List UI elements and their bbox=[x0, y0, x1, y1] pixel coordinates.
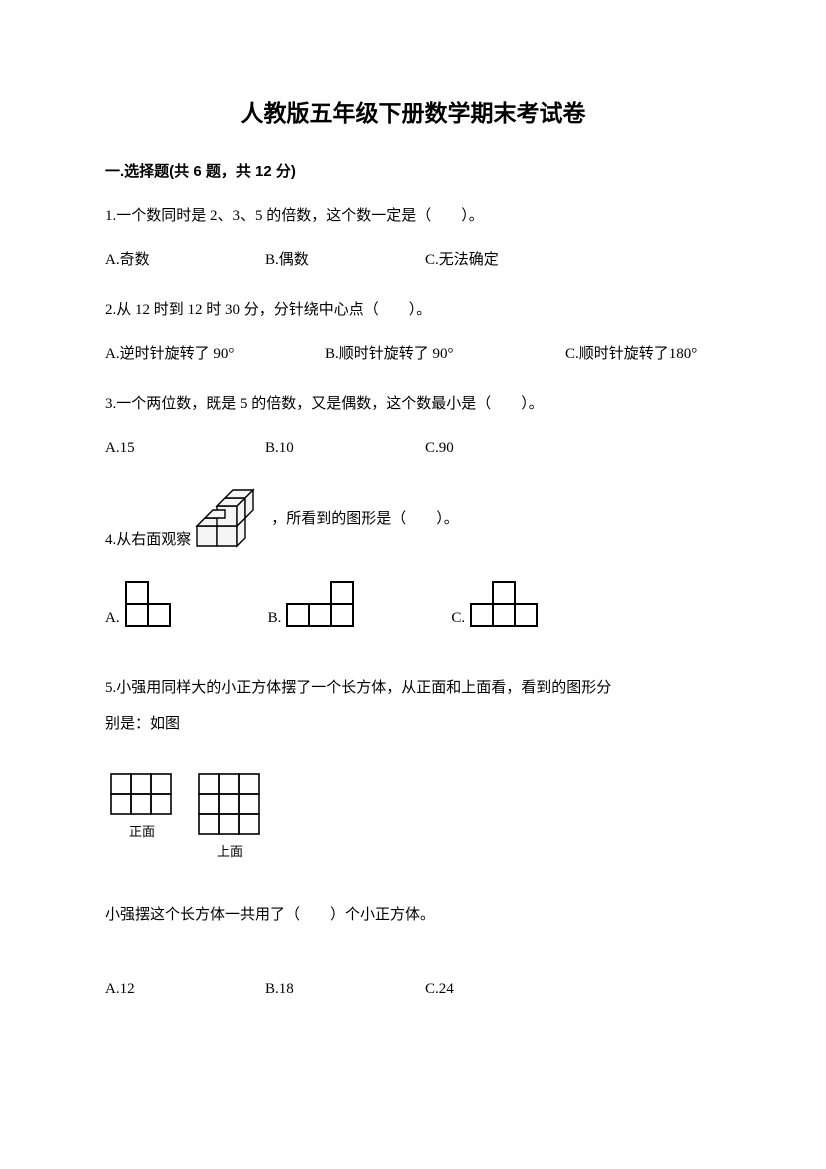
q5-opt-a: A.12 bbox=[105, 977, 265, 1001]
q5-opt-c: C.24 bbox=[425, 977, 585, 1001]
q4-opt-a-label: A. bbox=[105, 606, 120, 630]
q5-options: A.12 B.18 C.24 bbox=[105, 977, 721, 1001]
q5-top-view: 上面 bbox=[197, 772, 263, 863]
q1-opt-c: C.无法确定 bbox=[425, 248, 585, 272]
q3-opt-c: C.90 bbox=[425, 436, 585, 460]
q5-line1: 5.小强用同样大的小正方体摆了一个长方体，从正面和上面看，看到的图形分 bbox=[105, 680, 611, 696]
q4-opt-b-label: B. bbox=[268, 606, 282, 630]
front-label: 正面 bbox=[109, 822, 175, 843]
q4-opt-a: A. bbox=[105, 580, 198, 630]
q5-opt-b: B.18 bbox=[265, 977, 425, 1001]
q5-line2: 别是：如图 bbox=[105, 716, 180, 732]
q5-views: 正面 上面 bbox=[109, 772, 721, 863]
q5-text: 5.小强用同样大的小正方体摆了一个长方体，从正面和上面看，看到的图形分 别是：如… bbox=[105, 670, 721, 742]
q3-text: 3.一个两位数，既是 5 的倍数，又是偶数，这个数最小是（ ）。 bbox=[105, 392, 721, 416]
q2-options: A.逆时针旋转了 90° B.顺时针旋转了 90° C.顺时针旋转了180° bbox=[105, 342, 721, 366]
q5-ask: 小强摆这个长方体一共用了（ ）个小正方体。 bbox=[105, 903, 721, 927]
q3-opt-b: B.10 bbox=[265, 436, 425, 460]
q4-opt-c: C. bbox=[451, 580, 565, 630]
q5-front-view: 正面 bbox=[109, 772, 175, 863]
q4-post: ，所看到的图形是（ ）。 bbox=[271, 507, 459, 531]
q2-text: 2.从 12 时到 12 时 30 分，分针绕中心点（ ）。 bbox=[105, 298, 721, 322]
page-title: 人教版五年级下册数学期末考试卷 bbox=[105, 95, 721, 132]
section-header: 一.选择题(共 6 题，共 12 分) bbox=[105, 160, 721, 184]
q4-opt-c-label: C. bbox=[451, 606, 465, 630]
q4-options: A. B. C. bbox=[105, 580, 721, 630]
cube-figure-icon bbox=[191, 486, 269, 552]
q1-opt-b: B.偶数 bbox=[265, 248, 425, 272]
q4-pre: 4.从右面观察 bbox=[105, 528, 191, 552]
q1-opt-a: A.奇数 bbox=[105, 248, 265, 272]
q2-opt-b: B.顺时针旋转了 90° bbox=[325, 342, 565, 366]
q4-opt-b: B. bbox=[268, 580, 382, 630]
q2-opt-c: C.顺时针旋转了180° bbox=[565, 342, 715, 366]
q2-opt-a: A.逆时针旋转了 90° bbox=[105, 342, 325, 366]
shape-c-icon bbox=[469, 580, 565, 630]
q1-options: A.奇数 B.偶数 C.无法确定 bbox=[105, 248, 721, 272]
shape-b-icon bbox=[285, 580, 381, 630]
top-label: 上面 bbox=[197, 842, 263, 863]
q3-options: A.15 B.10 C.90 bbox=[105, 436, 721, 460]
front-view-icon bbox=[109, 772, 175, 818]
q3-opt-a: A.15 bbox=[105, 436, 265, 460]
q4-text: 4.从右面观察 ，所看到的图形是（ ）。 bbox=[105, 486, 721, 552]
shape-a-icon bbox=[124, 580, 198, 630]
q1-text: 1.一个数同时是 2、3、5 的倍数，这个数一定是（ ）。 bbox=[105, 204, 721, 228]
top-view-icon bbox=[197, 772, 263, 838]
